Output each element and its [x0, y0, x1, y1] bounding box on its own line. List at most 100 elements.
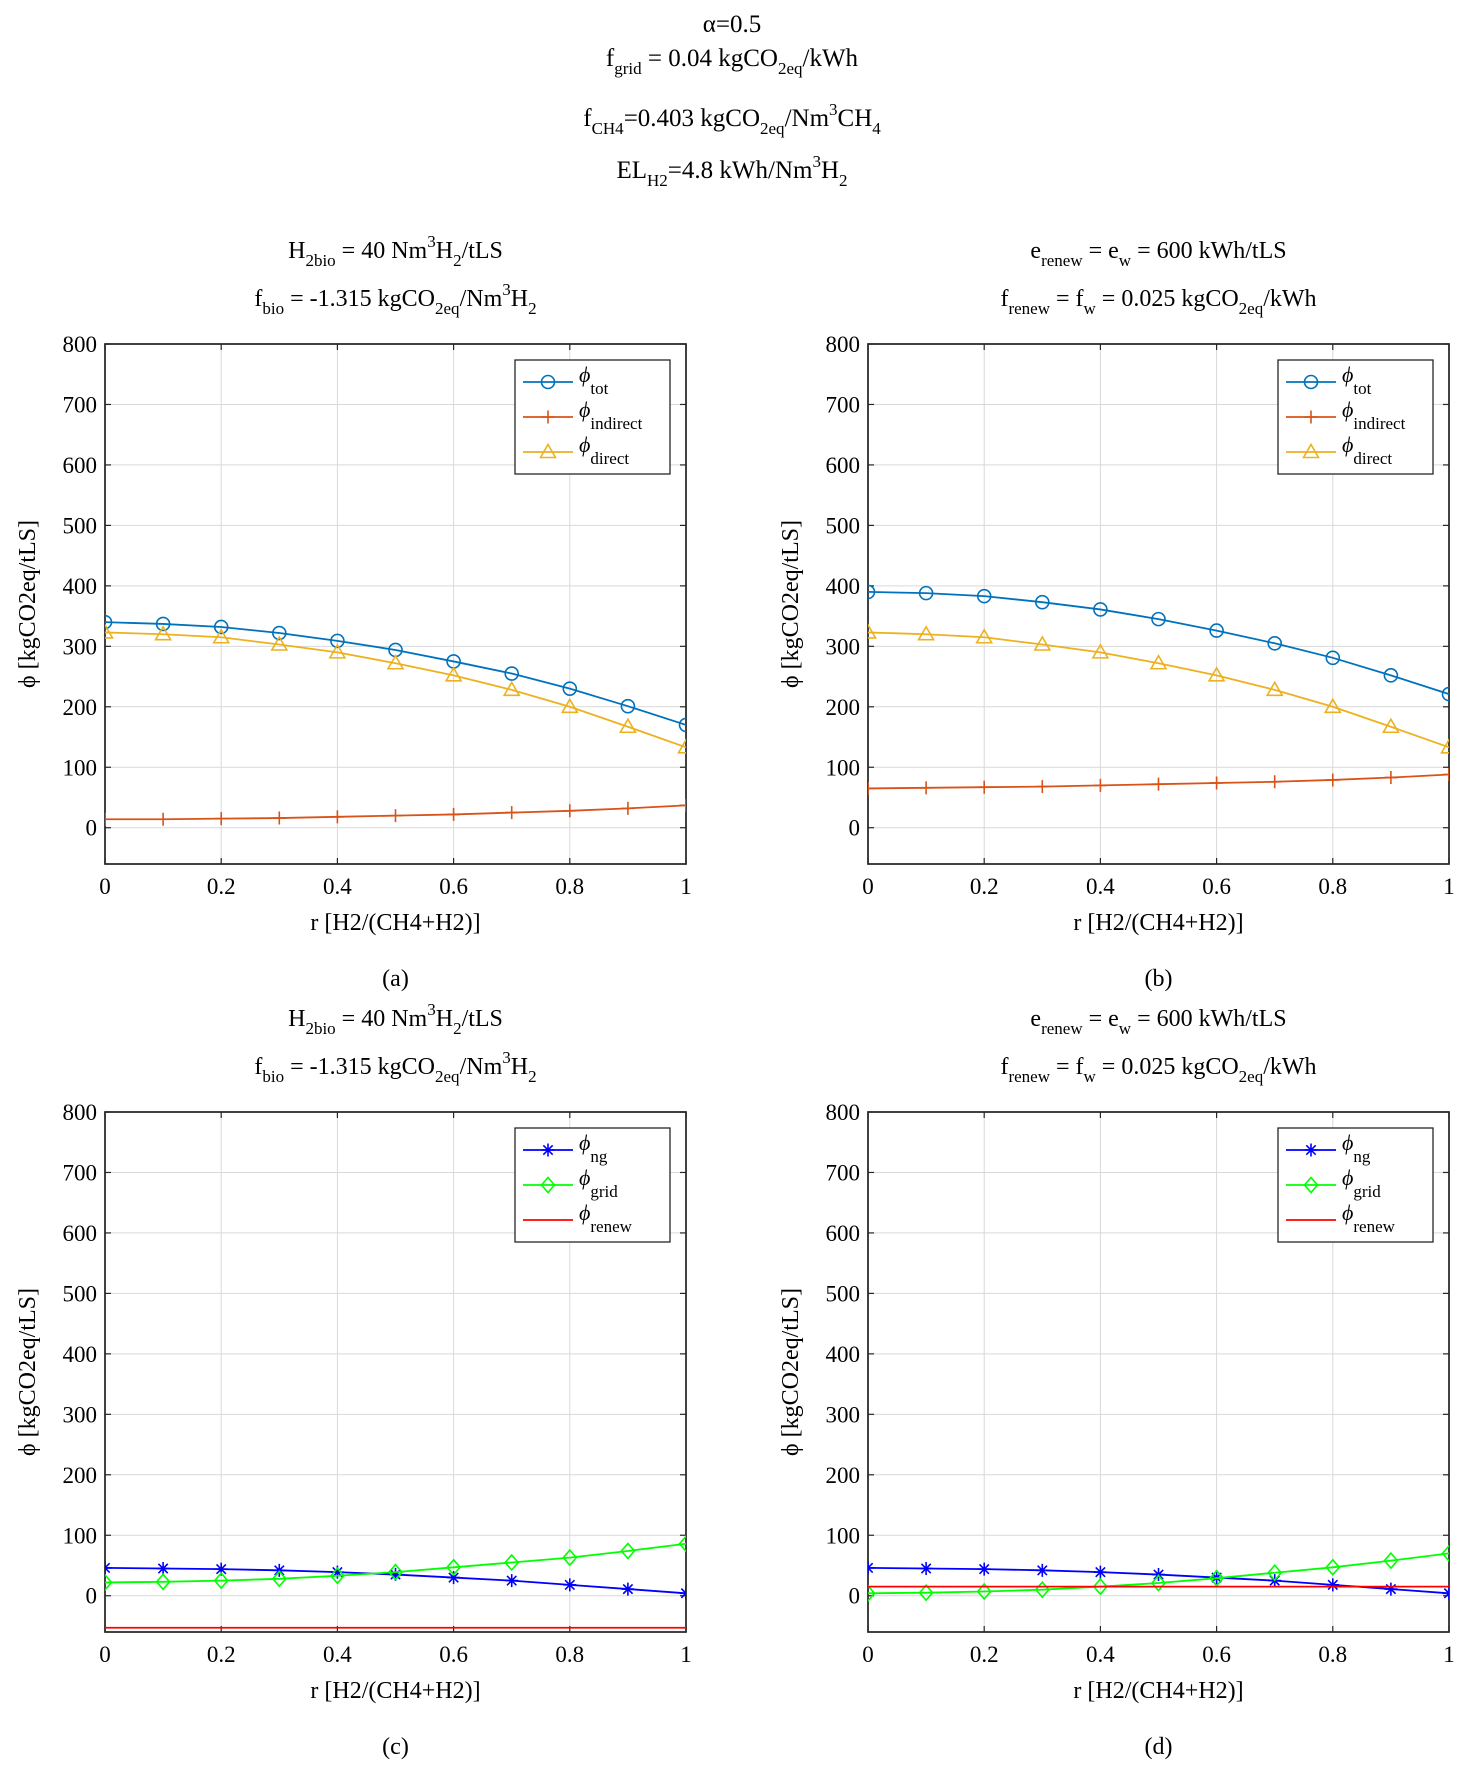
- x-tick-label: 1: [680, 1642, 692, 1667]
- data-point: [1092, 1577, 1108, 1596]
- y-axis-label: ϕ [kgCO2eq/tLS]: [15, 520, 41, 688]
- data-point: [272, 811, 286, 825]
- x-tick-label: 1: [1443, 1642, 1455, 1667]
- data-point: [977, 780, 991, 794]
- data-point: [1383, 668, 1399, 683]
- y-tick-label: 100: [63, 1523, 98, 1548]
- data-point: [868, 623, 877, 639]
- data-point: [976, 1582, 992, 1601]
- x-tick-label: 0.4: [1086, 874, 1115, 899]
- x-tick-label: 0.2: [207, 874, 236, 899]
- panel-caption: (a): [382, 966, 409, 992]
- data-point: [270, 635, 289, 651]
- data-point: [1267, 1564, 1283, 1582]
- data-point: [330, 810, 344, 824]
- data-point: [918, 1583, 934, 1602]
- data-point: [1384, 771, 1398, 785]
- data-point: [1152, 777, 1165, 791]
- y-tick-label: 0: [86, 816, 98, 841]
- series-line: [105, 621, 686, 726]
- y-tick-label: 800: [63, 1100, 98, 1125]
- data-point: [156, 1562, 170, 1576]
- data-point: [678, 717, 686, 733]
- data-point: [1035, 594, 1050, 610]
- data-point: [1149, 654, 1168, 670]
- data-point: [1268, 775, 1282, 789]
- panel-title-line: fbio = -1.315 kgCO2eq/Nm3H2: [254, 1048, 536, 1086]
- chart-panel-a: 0 0.2 0.4 0.6 0.8 1 0 100 200 300 400 500 600 700 800 H…: [15, 232, 692, 992]
- legend-swatch-marker: [540, 374, 556, 390]
- data-point: [504, 1553, 520, 1572]
- data-point: [1325, 650, 1341, 666]
- data-point: [919, 781, 933, 795]
- data-point: [679, 798, 686, 812]
- data-point: [1265, 680, 1284, 697]
- data-point: [156, 812, 170, 826]
- y-tick-label: 200: [63, 1463, 98, 1488]
- y-tick-label: 400: [826, 1342, 861, 1367]
- y-tick-label: 100: [826, 755, 861, 780]
- data-point: [505, 806, 519, 820]
- y-tick-label: 100: [63, 755, 98, 780]
- series-phi-indirect: [868, 768, 1449, 795]
- y-tick-label: 700: [826, 392, 861, 417]
- data-point: [1209, 623, 1224, 638]
- y-tick-label: 200: [63, 695, 98, 720]
- x-tick-label: 0: [99, 874, 111, 899]
- data-point: [271, 625, 287, 641]
- data-point: [1209, 1569, 1225, 1587]
- data-point: [447, 807, 461, 821]
- data-point: [677, 738, 686, 754]
- data-point: [1091, 643, 1110, 659]
- series-phi-direct: [868, 623, 1449, 754]
- legend-swatch-marker: [539, 442, 557, 459]
- y-tick-label: 800: [826, 332, 861, 357]
- chart-panels: 0 0.2 0.4 0.6 0.8 10100200300400500600700800H…: [15, 232, 1455, 1760]
- data-point: [328, 643, 347, 659]
- data-point: [330, 1565, 344, 1579]
- data-point: [918, 585, 934, 601]
- y-tick-label: 600: [63, 453, 98, 478]
- axes-frame: [867, 1111, 1450, 1633]
- data-point: [563, 804, 577, 818]
- data-point: [1326, 1578, 1340, 1592]
- x-tick-label: 0.8: [1318, 874, 1347, 899]
- y-tick-label: 200: [826, 1463, 861, 1488]
- data-point: [105, 812, 112, 826]
- panel-title-line: frenew = fw = 0.025 kgCO2eq/kWh: [1000, 286, 1316, 318]
- data-point: [1323, 697, 1342, 714]
- data-point: [560, 697, 579, 714]
- x-axis-label: r [H2/(CH4+H2)]: [1073, 910, 1243, 936]
- data-point: [212, 628, 231, 644]
- panel-caption: (c): [382, 1734, 409, 1760]
- data-point: [917, 625, 935, 641]
- series-phi-direct: [105, 623, 686, 754]
- data-point: [619, 717, 637, 734]
- x-tick-label: 0.2: [970, 874, 999, 899]
- header-f-ch4: fCH4=0.403 kgCO2eq/Nm3CH4: [583, 100, 881, 138]
- x-axis-label: r [H2/(CH4+H2)]: [310, 910, 480, 936]
- header-alpha: α=0.5: [703, 11, 761, 38]
- x-tick-label: 0.8: [555, 874, 584, 899]
- panel-title-line: frenew = fw = 0.025 kgCO2eq/kWh: [1000, 1054, 1316, 1086]
- data-point: [1441, 1544, 1449, 1563]
- data-point: [389, 809, 402, 823]
- data-point: [446, 1558, 462, 1577]
- series-phi-tot: [105, 614, 686, 733]
- data-point: [444, 666, 463, 682]
- data-point: [1207, 666, 1226, 682]
- chart-panel-c: 0 0.2 0.4 0.6 0.8 1 0 100 200 300 400 500 600 700 800 H…: [15, 1000, 692, 1760]
- legend-swatch-marker: [1304, 410, 1318, 424]
- x-tick-label: 0: [862, 874, 874, 899]
- data-point: [1093, 778, 1107, 792]
- legend-entry: ϕindirect: [579, 397, 643, 433]
- series-phi-indirect: [105, 798, 686, 826]
- x-axis-label: r [H2/(CH4+H2)]: [310, 1678, 480, 1704]
- data-point: [563, 1578, 577, 1592]
- legend-entry: ϕgrid: [1342, 1165, 1381, 1201]
- legend-entry: ϕng: [579, 1130, 608, 1166]
- series-phi-ng: [105, 1561, 686, 1600]
- axes-frame: [104, 1111, 687, 1633]
